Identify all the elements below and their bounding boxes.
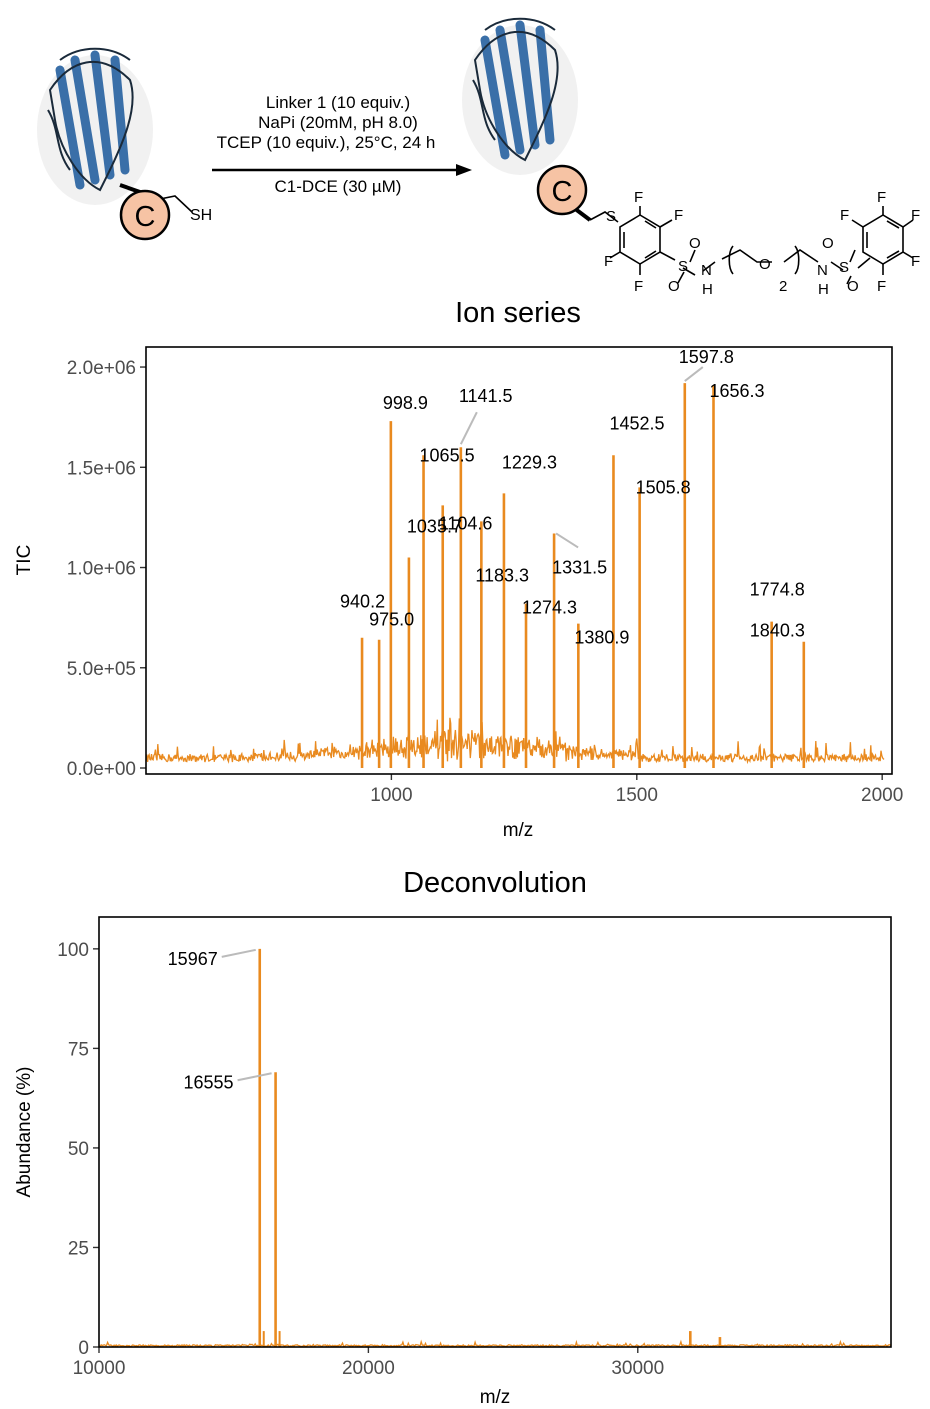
x-tick-label: 20000 — [342, 1358, 395, 1379]
catalyst-label: C1-DCE (30 µM) — [275, 177, 402, 196]
peak-label: 1331.5 — [552, 557, 607, 577]
protein-structure-right — [462, 17, 578, 175]
svg-text:O: O — [847, 278, 859, 295]
label-leader — [555, 532, 579, 549]
peak-label: 1774.8 — [750, 580, 805, 600]
y-tick-label: 5.0e+05 — [67, 659, 136, 680]
plot-frame — [98, 916, 892, 1348]
svg-text:S: S — [678, 258, 688, 275]
baseline-noise-trace — [145, 717, 885, 765]
svg-text:S: S — [606, 208, 616, 225]
svg-text:F: F — [877, 278, 886, 295]
x-tick-label: 1000 — [370, 785, 412, 806]
peak-label: 16555 — [184, 1072, 234, 1092]
y-axis-label: TIC — [14, 545, 35, 576]
y-tick-label: 75 — [68, 1039, 89, 1060]
x-tick-label: 10000 — [73, 1358, 126, 1379]
y-axis-label: Abundance (%) — [14, 1067, 35, 1198]
plot-frame — [145, 346, 893, 775]
svg-text:N: N — [817, 262, 828, 279]
condition-3: TCEP (10 equiv.), 25°C, 24 h — [217, 133, 436, 152]
svg-text:F: F — [604, 253, 613, 270]
svg-text:O: O — [668, 278, 680, 295]
peak-label: 1065.5 — [420, 445, 475, 465]
condition-1: Linker 1 (10 equiv.) — [266, 93, 410, 112]
svg-text:C: C — [135, 201, 156, 233]
label-leader — [684, 366, 704, 382]
x-tick-label: 1500 — [616, 785, 658, 806]
label-leader — [237, 1072, 272, 1082]
y-tick-label: 2.0e+06 — [67, 358, 136, 379]
cysteine-badge-left: C — [119, 189, 171, 241]
y-tick-label: 25 — [68, 1238, 89, 1259]
svg-text:F: F — [911, 207, 920, 224]
y-tick-label: 0.0e+00 — [67, 759, 136, 780]
chart-title: Ion series — [455, 297, 581, 329]
svg-text:N: N — [701, 262, 712, 279]
peak-label: 1274.3 — [522, 598, 577, 618]
label-leader — [221, 948, 256, 958]
peak-label: 998.9 — [383, 393, 428, 413]
reaction-scheme: C SH Linker 1 (10 equiv.) NaPi (20mM, pH… — [37, 17, 920, 298]
svg-text:S: S — [839, 259, 849, 276]
y-tick-label: 50 — [68, 1139, 89, 1160]
condition-2: NaPi (20mM, pH 8.0) — [258, 113, 418, 132]
peak-label: 1035.7 — [407, 517, 462, 537]
peak-label: 1656.3 — [709, 381, 764, 401]
peak-label: 1452.5 — [609, 413, 664, 433]
svg-text:C: C — [552, 176, 573, 208]
peak-label: 1183.3 — [475, 565, 529, 585]
peak-label: 15967 — [168, 949, 218, 969]
peak-label: 1380.9 — [574, 628, 629, 648]
svg-text:H: H — [702, 281, 713, 298]
x-tick-label: 30000 — [611, 1358, 664, 1379]
x-axis-label: m/z — [503, 820, 534, 841]
peak-label: 1597.8 — [679, 347, 734, 367]
svg-text:2: 2 — [779, 278, 787, 295]
x-axis-label: m/z — [480, 1387, 511, 1408]
thiol-label: SH — [190, 207, 212, 224]
baseline-noise-trace — [98, 1339, 892, 1348]
peak-label: 1840.3 — [750, 621, 805, 641]
peak-label: 1229.3 — [502, 452, 557, 472]
chart-title: Deconvolution — [403, 867, 587, 899]
peak-label: 975.0 — [369, 610, 414, 630]
peak-label: 1141.5 — [459, 386, 513, 406]
protein-structure-left — [37, 47, 153, 205]
svg-text:F: F — [911, 253, 920, 270]
peak-label: 1505.8 — [636, 477, 691, 497]
svg-text:F: F — [634, 189, 643, 206]
y-tick-label: 1.0e+06 — [67, 559, 136, 580]
linker-structure — [589, 206, 914, 285]
svg-text:F: F — [634, 278, 643, 295]
svg-text:F: F — [840, 207, 849, 224]
label-leader — [459, 411, 478, 445]
svg-text:O: O — [759, 256, 771, 273]
svg-text:F: F — [674, 207, 683, 224]
svg-text:O: O — [822, 235, 834, 252]
linker-atom-labels: S F F F F S O O N H O 2 N H S O O F F F … — [604, 189, 920, 298]
cysteine-badge-right: C — [536, 164, 588, 216]
peak-label: 940.2 — [340, 592, 385, 612]
y-tick-label: 0 — [78, 1338, 89, 1359]
svg-text:O: O — [689, 235, 701, 252]
y-tick-label: 100 — [57, 940, 89, 961]
x-tick-label: 2000 — [861, 785, 903, 806]
svg-text:F: F — [877, 189, 886, 206]
peak-label: 1104.6 — [439, 513, 493, 533]
svg-text:H: H — [818, 281, 829, 298]
ion-series-chart: Ion series 0.0e+00 5.0e+05 1.0e+06 1.5e+06 2… — [14, 297, 903, 841]
y-tick-label: 1.5e+06 — [67, 458, 136, 479]
